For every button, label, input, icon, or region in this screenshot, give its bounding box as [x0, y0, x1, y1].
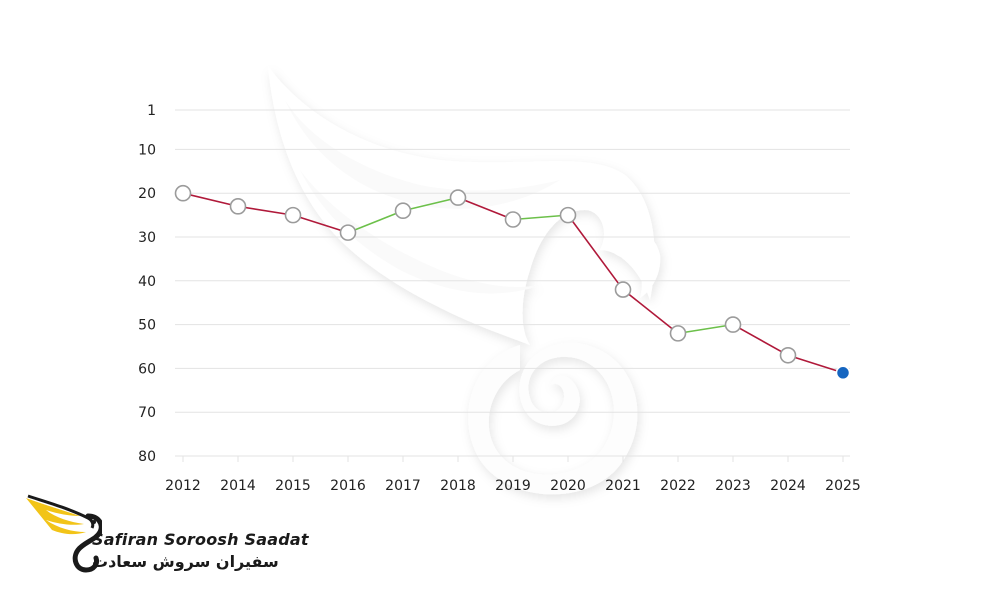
data-point[interactable] [229, 198, 247, 215]
brand-name-en: Safiran Soroosh Saadat [92, 530, 309, 549]
x-tick-label: 2022 [660, 478, 696, 494]
data-point[interactable] [559, 206, 577, 224]
x-tick-label: 2019 [495, 478, 531, 494]
series-segment [182, 192, 239, 208]
y-axis-ticks: 1 10 20 30 40 50 60 70 80 [138, 103, 156, 465]
series-markers [174, 184, 851, 381]
data-point[interactable] [449, 189, 467, 206]
y-tick-label: 60 [138, 361, 156, 377]
x-tick-label: 2024 [770, 478, 806, 494]
x-tick-label: 2023 [715, 478, 751, 494]
x-tick-label: 2018 [440, 478, 476, 494]
eagle-wing-icon [26, 494, 102, 573]
y-tick-label: 50 [138, 318, 156, 334]
x-tick-label: 2017 [385, 478, 421, 494]
y-tick-label: 20 [138, 186, 156, 202]
series-segment [787, 354, 844, 374]
data-point-current[interactable] [835, 365, 851, 381]
series-segment [457, 196, 514, 221]
x-tick-label: 2020 [550, 478, 586, 494]
data-point[interactable] [284, 206, 302, 224]
x-axis-ticks: 2012 2014 2015 2016 2017 2018 2019 2020 2021 2022… [165, 456, 861, 494]
grid-lines [175, 109, 850, 457]
series-segment [732, 323, 789, 357]
series-segment [347, 209, 404, 234]
x-tick-label: 2014 [220, 478, 256, 494]
brand-name-fa: سفیران سروش سعادت [92, 552, 279, 571]
series-segment [677, 323, 734, 335]
y-tick-label: 40 [138, 274, 156, 290]
x-tick-label: 2012 [165, 478, 201, 494]
data-point[interactable] [174, 184, 192, 202]
series-segment [237, 205, 294, 216]
data-point[interactable] [724, 316, 742, 333]
data-point[interactable] [394, 202, 412, 220]
series-segments [182, 192, 844, 374]
x-tick-label: 2021 [605, 478, 641, 494]
series-segment [292, 214, 349, 234]
x-tick-label: 2015 [275, 478, 311, 494]
series-segment [402, 196, 459, 212]
y-tick-label: 10 [138, 142, 156, 158]
y-tick-label: 30 [138, 230, 156, 246]
data-point[interactable] [339, 224, 357, 241]
y-tick-label: 70 [138, 405, 156, 421]
series-segment [512, 214, 569, 221]
x-tick-label: 2016 [330, 478, 366, 494]
y-tick-label: 1 [147, 103, 156, 119]
brand-logo: Safiran Soroosh Saadat سفیران سروش سعادت [22, 494, 309, 578]
series-segment [622, 288, 679, 335]
series-segment [567, 214, 624, 291]
data-point[interactable] [669, 325, 687, 342]
data-point[interactable] [779, 346, 797, 364]
y-tick-label: 80 [138, 449, 156, 465]
data-point[interactable] [504, 211, 522, 228]
x-tick-label: 2025 [825, 478, 861, 494]
data-point[interactable] [614, 281, 632, 298]
